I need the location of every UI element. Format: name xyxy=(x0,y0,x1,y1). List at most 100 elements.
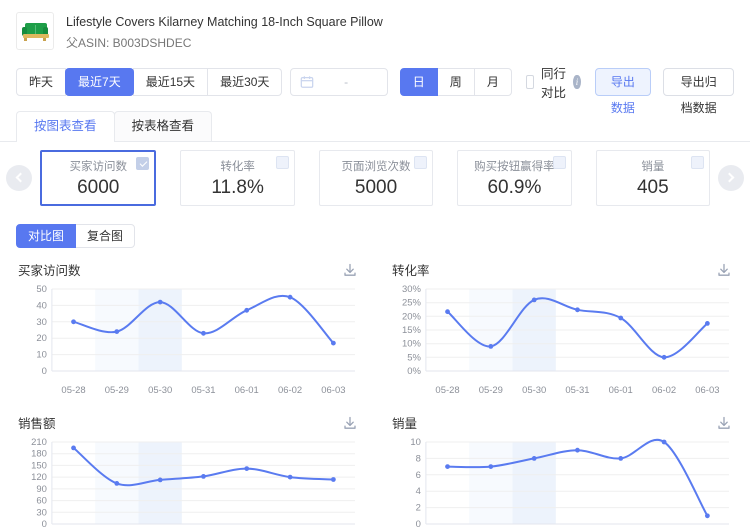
svg-text:20%: 20% xyxy=(402,311,422,322)
charts-grid: 买家访问数 0 10 20 30 40 50 05-28 05-29 05-30 05-31 06-… xyxy=(0,248,750,528)
metric-checkbox[interactable] xyxy=(691,156,705,169)
svg-text:20: 20 xyxy=(36,333,47,344)
svg-text:180: 180 xyxy=(31,449,47,460)
metric-checkbox[interactable] xyxy=(414,156,428,169)
svg-text:06-03: 06-03 xyxy=(695,385,719,396)
svg-text:05-29: 05-29 xyxy=(105,385,129,396)
svg-text:06-02: 06-02 xyxy=(652,385,676,396)
chart-mode-bar: 对比图 复合图 xyxy=(0,212,750,248)
download-icon[interactable] xyxy=(342,415,358,431)
svg-text:0: 0 xyxy=(42,366,47,377)
export-archive-button[interactable]: 导出归档数据 xyxy=(663,68,735,115)
metric-checkbox[interactable] xyxy=(552,156,566,169)
svg-text:8: 8 xyxy=(416,453,421,464)
svg-text:50: 50 xyxy=(36,284,47,295)
view-tabbar: 按图表查看 按表格查看 xyxy=(0,111,750,142)
svg-text:30: 30 xyxy=(36,317,47,328)
mode-compare-chart-button[interactable]: 对比图 xyxy=(16,224,77,248)
metric-value: 5000 xyxy=(354,176,398,198)
svg-text:15%: 15% xyxy=(402,325,422,336)
svg-text:06-02: 06-02 xyxy=(278,385,302,396)
date-preset-group: 昨天 最近7天 最近15天 最近30天 xyxy=(16,68,283,96)
chart-sales-amount: 销售额 030609012015018021005-2805-2905-3005… xyxy=(16,405,360,528)
calendar-icon xyxy=(301,76,314,88)
metric-card-buybox[interactable]: 购买按钮赢得率 60.9% xyxy=(457,150,572,206)
download-icon[interactable] xyxy=(716,415,732,431)
svg-text:210: 210 xyxy=(31,437,47,448)
download-icon[interactable] xyxy=(716,262,732,278)
svg-text:25%: 25% xyxy=(402,298,422,309)
peer-compare-label: 同行对比 xyxy=(540,67,566,100)
peer-compare-option: 同行对比 i xyxy=(525,63,581,101)
metric-label: 购买按钮赢得率 xyxy=(474,160,555,173)
svg-text:05-28: 05-28 xyxy=(435,385,459,396)
svg-text:10: 10 xyxy=(410,437,421,448)
date-range-input[interactable]: - xyxy=(290,68,388,96)
metric-label: 转化率 xyxy=(220,160,255,173)
parent-asin: 父ASIN: B003DSHDEC xyxy=(66,36,192,50)
svg-text:0%: 0% xyxy=(407,366,421,377)
sofa-image xyxy=(25,23,47,36)
preset-yesterday-button[interactable]: 昨天 xyxy=(16,68,67,96)
svg-text:05-28: 05-28 xyxy=(61,385,85,396)
chart-title: 买家访问数 xyxy=(18,264,81,278)
metric-label: 销量 xyxy=(641,160,665,173)
svg-text:30%: 30% xyxy=(402,284,422,295)
metric-card-sales[interactable]: 销量 405 xyxy=(595,150,711,206)
svg-text:05-30: 05-30 xyxy=(148,385,172,396)
export-data-button[interactable]: 导出数据 xyxy=(594,68,652,115)
chart-conversion: 转化率 0% 5% 10% 15% 20% 25% 30% 05-28 05-29 05-30 05… xyxy=(390,252,734,399)
metric-label: 买家访问数 xyxy=(69,160,127,173)
svg-text:90: 90 xyxy=(36,484,47,495)
info-icon[interactable]: i xyxy=(573,75,581,89)
carousel-next-button[interactable] xyxy=(718,165,744,191)
metric-card-conversion[interactable]: 转化率 11.8% xyxy=(180,150,295,206)
tab-table-view[interactable]: 按表格查看 xyxy=(113,111,213,141)
preset-last30days-button[interactable]: 最近30天 xyxy=(207,68,283,96)
svg-text:2: 2 xyxy=(416,503,421,514)
product-thumbnail xyxy=(16,12,54,50)
metric-checkbox[interactable] xyxy=(275,156,289,169)
preset-last7days-button[interactable]: 最近7天 xyxy=(65,68,134,96)
chart-title: 销量 xyxy=(392,417,418,431)
line-chart: 030609012015018021005-2805-2905-3005-310… xyxy=(31,437,356,528)
date-range-placeholder: - xyxy=(344,75,349,89)
svg-text:30: 30 xyxy=(36,507,47,518)
chart-title: 转化率 xyxy=(392,264,430,278)
line-chart: 0 10 20 30 40 50 05-28 05-29 05-30 05-31 06-01 06-0… xyxy=(36,284,356,396)
svg-text:5%: 5% xyxy=(407,352,421,363)
granularity-month-button[interactable]: 月 xyxy=(473,68,512,96)
svg-text:0: 0 xyxy=(416,519,421,528)
carousel-prev-button[interactable] xyxy=(6,165,32,191)
filter-bar: 昨天 最近7天 最近15天 最近30天 - 日 周 月 同行对比 i 导出数据 … xyxy=(0,55,750,115)
chevron-left-icon xyxy=(15,172,26,183)
metric-value: 11.8% xyxy=(211,176,264,198)
metric-checkbox[interactable] xyxy=(136,157,150,170)
line-chart: 024681005-2805-2905-3005-3106-0106-0206-… xyxy=(410,437,730,528)
granularity-group: 日 周 月 xyxy=(399,68,512,96)
mode-composite-chart-button[interactable]: 复合图 xyxy=(75,224,136,248)
svg-text:150: 150 xyxy=(31,460,47,471)
svg-text:6: 6 xyxy=(416,470,421,481)
line-chart: 0% 5% 10% 15% 20% 25% 30% 05-28 05-29 05-30 05-31 0… xyxy=(402,284,730,396)
svg-text:06-03: 06-03 xyxy=(321,385,345,396)
chevron-right-icon xyxy=(724,172,735,183)
svg-text:10%: 10% xyxy=(402,339,422,350)
svg-text:05-29: 05-29 xyxy=(479,385,503,396)
svg-text:10: 10 xyxy=(36,350,47,361)
granularity-week-button[interactable]: 周 xyxy=(436,68,475,96)
metric-cards-carousel: 买家访问数 6000 转化率 11.8% 页面浏览次数 5000 购买按钮赢得率… xyxy=(0,142,750,212)
peer-compare-checkbox[interactable] xyxy=(525,75,534,89)
preset-last15days-button[interactable]: 最近15天 xyxy=(132,68,209,96)
metric-card-visits[interactable]: 买家访问数 6000 xyxy=(40,150,157,206)
svg-text:60: 60 xyxy=(36,496,47,507)
metric-card-pageviews[interactable]: 页面浏览次数 5000 xyxy=(318,150,434,206)
svg-text:4: 4 xyxy=(416,486,421,497)
svg-text:06-01: 06-01 xyxy=(235,385,259,396)
download-icon[interactable] xyxy=(342,262,358,278)
metric-value: 405 xyxy=(636,176,669,198)
tab-chart-view[interactable]: 按图表查看 xyxy=(16,111,115,142)
metric-label: 页面浏览次数 xyxy=(341,160,411,173)
chart-visits: 买家访问数 0 10 20 30 40 50 05-28 05-29 05-30 05-31 06-… xyxy=(16,252,360,399)
granularity-day-button[interactable]: 日 xyxy=(399,68,438,96)
